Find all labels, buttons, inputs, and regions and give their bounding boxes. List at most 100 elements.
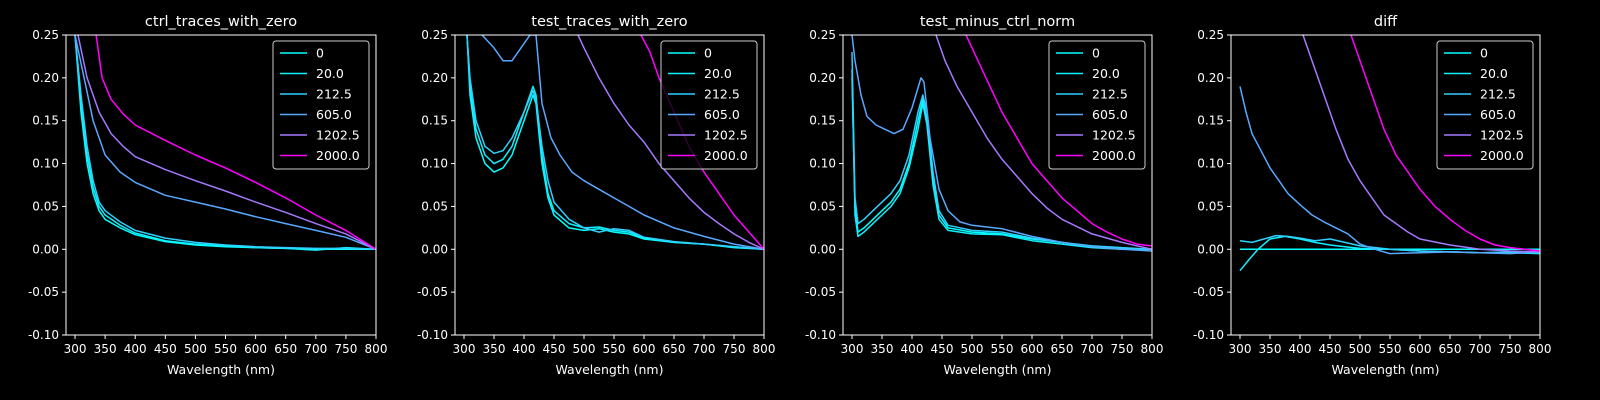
plot-frame [454, 34, 765, 336]
legend-label: 2000.0 [1092, 148, 1136, 163]
series-group [74, 35, 376, 251]
x-tick-label: 750 [1499, 342, 1522, 356]
legend-label: 0 [704, 46, 712, 61]
x-tick-label: 350 [483, 342, 506, 356]
x-tick-label: 550 [603, 342, 626, 356]
x-tick-label: 700 [1081, 342, 1104, 356]
series-line-212.5 [74, 35, 376, 251]
x-tick-label: 400 [901, 342, 924, 356]
series-line-20.0 [466, 35, 764, 251]
y-tick-label: 0.00 [1197, 242, 1224, 256]
x-tick-label: 600 [244, 342, 267, 356]
legend-label: 20.0 [316, 66, 344, 81]
legend-label: 1202.5 [316, 128, 360, 143]
y-tick-label: 0.05 [809, 199, 836, 213]
x-axis-label: Wavelength (nm) [556, 362, 664, 377]
y-tick-label: 0.15 [1197, 114, 1224, 128]
y-tick-label: -0.10 [28, 328, 59, 342]
legend-label: 605.0 [1480, 107, 1516, 122]
x-tick-label: 350 [871, 342, 894, 356]
x-tick-label: 300 [64, 342, 87, 356]
x-tick-label: 600 [1021, 342, 1044, 356]
chart-title: test_minus_ctrl_norm [920, 14, 1075, 30]
legend-label: 0 [316, 46, 324, 61]
legend-label: 605.0 [1092, 107, 1128, 122]
x-tick-label: 650 [663, 342, 686, 356]
x-tick-label: 350 [1259, 342, 1282, 356]
y-tick-label: 0.10 [809, 157, 836, 171]
x-tick-label: 750 [723, 342, 746, 356]
x-axis-label: Wavelength (nm) [167, 362, 275, 377]
x-tick-label: 600 [633, 342, 656, 356]
x-axis-label: Wavelength (nm) [1332, 362, 1440, 377]
y-tick-label: -0.05 [417, 285, 448, 299]
y-tick-label: 0.15 [809, 114, 836, 128]
legend-label: 2000.0 [1480, 148, 1524, 163]
x-tick-label: 800 [365, 342, 388, 356]
legend-label: 212.5 [316, 87, 352, 102]
chart-panel-4: diff 300 350 400 450 500 550 600 650 700 750 800 -0.… [1193, 14, 1552, 377]
y-tick-label: 0.10 [421, 157, 448, 171]
x-tick-label: 600 [1409, 342, 1432, 356]
y-tick-label: -0.05 [28, 285, 59, 299]
y-tick-label: 0.20 [1197, 71, 1224, 85]
x-tick-label: 300 [1229, 342, 1252, 356]
y-tick-label: 0.15 [421, 114, 448, 128]
legend-label: 1202.5 [704, 128, 748, 143]
y-tick-label: 0.25 [32, 28, 59, 42]
series-line-605.0 [74, 35, 376, 250]
x-tick-label: 500 [184, 342, 207, 356]
x-tick-label: 450 [543, 342, 566, 356]
legend-label: 605.0 [316, 107, 352, 122]
series-line-2000.0 [95, 35, 376, 250]
y-tick-label: -0.10 [1193, 328, 1224, 342]
series-group [1239, 35, 1540, 272]
series-line-1202.5 [1302, 35, 1540, 253]
legend: 0 20.0 212.5 605.0 1202.5 2000.0 [660, 40, 758, 170]
y-tick-label: 0.00 [421, 242, 448, 256]
y-tick-label: -0.05 [1193, 285, 1224, 299]
y-tick-label: 0.00 [809, 242, 836, 256]
series-line-2000.0 [1350, 35, 1540, 252]
x-tick-label: 800 [1141, 342, 1164, 356]
y-tick-label: -0.05 [805, 285, 836, 299]
plot-frame [65, 34, 377, 336]
y-tick-label: 0.25 [421, 28, 448, 42]
x-tick-label: 750 [1111, 342, 1134, 356]
y-tick-label: -0.10 [417, 328, 448, 342]
y-tick-label: 0.15 [32, 114, 59, 128]
legend-label: 0 [1480, 46, 1488, 61]
x-tick-label: 500 [573, 342, 596, 356]
legend-label: 212.5 [1480, 87, 1516, 102]
series-line-605.0 [1239, 86, 1540, 255]
y-tick-label: -0.10 [805, 328, 836, 342]
x-tick-label: 300 [453, 342, 476, 356]
series-line-1202.5 [77, 35, 376, 250]
x-tick-label: 400 [124, 342, 147, 356]
legend-label: 605.0 [704, 107, 740, 122]
x-tick-label: 450 [931, 342, 954, 356]
plot-frame [1230, 34, 1541, 336]
x-axis-label: Wavelength (nm) [944, 362, 1052, 377]
y-tick-label: 0.05 [421, 199, 448, 213]
legend-label: 212.5 [1092, 87, 1128, 102]
y-tick-label: 0.05 [1197, 199, 1224, 213]
y-tick-label: 0.05 [32, 199, 59, 213]
chart-panel-3: test_minus_ctrl_norm 300 350 400 450 500 550 60… [805, 14, 1164, 377]
legend-label: 2000.0 [704, 148, 748, 163]
series-group [851, 35, 1152, 252]
x-tick-label: 750 [334, 342, 357, 356]
x-tick-label: 500 [961, 342, 984, 356]
x-tick-label: 400 [513, 342, 536, 356]
series-line-605.0 [851, 35, 1152, 252]
y-tick-label: 0.10 [32, 157, 59, 171]
legend-label: 212.5 [704, 87, 740, 102]
chart-panel-2: test_traces_with_zero 300 350 400 450 500 550 6… [417, 14, 776, 377]
x-tick-label: 450 [154, 342, 177, 356]
legend-label: 20.0 [1480, 66, 1508, 81]
series-group [466, 35, 764, 251]
y-tick-label: 0.00 [32, 242, 59, 256]
series-line-212.5 [466, 35, 764, 251]
legend-label: 0 [1092, 46, 1100, 61]
x-tick-label: 550 [991, 342, 1014, 356]
